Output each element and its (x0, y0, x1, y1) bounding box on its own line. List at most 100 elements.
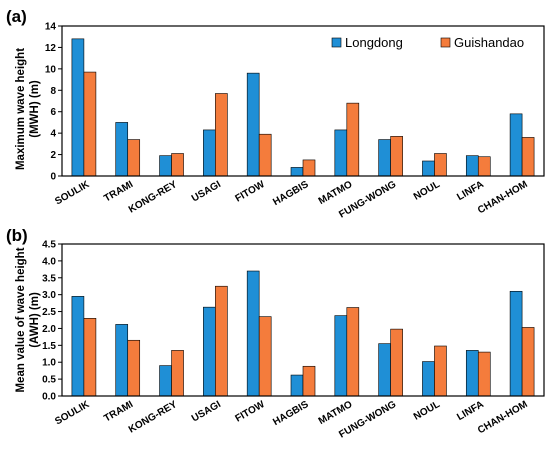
panel-a-category-label: SOULIK (53, 179, 92, 208)
panel-a-bar-guishandao-hagbis (302, 159, 316, 177)
panel-a-bar-longdong-soulik (71, 38, 85, 177)
panel-b-bar-guishandao-matmo (346, 307, 360, 397)
panel-b-bar-longdong-noul (422, 361, 435, 397)
panel-b-ytick-label: 4.5 (42, 240, 56, 251)
panel-a-ytick-label: 8 (50, 86, 56, 97)
panel-b-category-label: TRAMI (102, 399, 135, 424)
panel-a-bar-longdong-fitow (246, 72, 260, 177)
panel-b-bar-longdong-hagbis (290, 374, 304, 397)
panel-a-bar-guishandao-noul (434, 153, 447, 177)
panel-a-bar-longdong-usagi (203, 129, 216, 177)
panel-b-bar-longdong-trami (115, 324, 129, 397)
panel-b-bar-longdong-usagi (203, 306, 216, 397)
panel-a-bar-longdong-kong-rey (159, 155, 172, 177)
panel-b-bar-guishandao-noul (434, 345, 447, 397)
panel-a-ytick-label: 12 (45, 43, 57, 54)
legend-label-longdong: Longdong (345, 35, 403, 50)
legend-swatch-guishandao (440, 37, 451, 48)
panel-a-bar-guishandao-chan-hom (521, 137, 535, 177)
panel-b-chart: (b) Mean value of wave height (AWH) (m) … (6, 226, 545, 441)
panel-a-category-label: NOUL (412, 179, 442, 203)
panel-a-bar-guishandao-usagi (215, 93, 228, 177)
panel-b-plot-frame (61, 243, 545, 397)
panel-b-ytick-label: 0.5 (42, 375, 56, 386)
panel-b-ytick-label: 2.0 (42, 324, 56, 335)
panel-b-category-label: CHAN-HOM (476, 399, 530, 436)
panel-a-plot-frame (61, 25, 545, 177)
panel-b-bar-guishandao-trami (127, 339, 141, 397)
panel-b-ylabel-line2: (AWH) (m) (29, 292, 41, 348)
panel-a-chart: (a) Maximum wave height (MWH) (m) 0 2 4 6 8 1… (6, 7, 545, 221)
panel-a-category-label: LINFA (455, 179, 486, 203)
panel-a-ytick-label: 4 (50, 129, 56, 140)
panel-b-category-label: NOUL (412, 399, 442, 423)
panel-b-bar-guishandao-hagbis (302, 365, 316, 397)
panel-a-bar-longdong-trami (115, 122, 129, 177)
panel-b-ytick-label: 3.5 (42, 273, 56, 284)
panel-a-bar-longdong-chan-hom (509, 113, 523, 177)
panel-b-ytick-label: 1.0 (42, 358, 56, 369)
panel-b-bar-longdong-chan-hom (509, 290, 523, 397)
panel-a-bar-guishandao-trami (127, 139, 141, 177)
panel-a-category-label: FITOW (233, 179, 267, 205)
panel-b-label: (b) (6, 226, 28, 245)
legend-swatch-longdong (331, 37, 342, 48)
panel-b-bars (71, 270, 535, 397)
panel-a-bar-guishandao-fitow (258, 133, 272, 177)
panel-b-ytick-label: 3.0 (42, 290, 56, 301)
panel-a-category-label: KONG-REY (127, 179, 179, 216)
panel-a-ylabel-line2: (MWH) (m) (29, 80, 41, 138)
panel-a-y-ticks: 0 2 4 6 8 10 12 14 (45, 22, 62, 183)
panel-a-category-label: HAGBIS (271, 179, 310, 208)
panel-b-bar-guishandao-fung-wong (390, 328, 403, 397)
panel-a-bar-longdong-fung-wong (378, 139, 391, 177)
panel-b-y-ticks: 0.0 0.5 1.0 1.5 2.0 2.5 3.0 3.5 4.0 4.5 (42, 240, 62, 403)
panel-b-bar-longdong-kong-rey (159, 365, 172, 397)
panel-a-bar-longdong-linfa (465, 155, 479, 177)
panel-b-category-label: HAGBIS (271, 399, 310, 428)
panel-b-category-label: SOULIK (53, 399, 92, 428)
panel-b-bar-longdong-fitow (246, 270, 260, 397)
panel-a-label: (a) (6, 7, 27, 26)
panel-a-ytick-label: 14 (45, 22, 57, 33)
panel-b-category-label: FITOW (233, 399, 267, 425)
panel-b-ytick-label: 2.5 (42, 307, 56, 318)
panel-a-ytick-label: 6 (50, 107, 56, 118)
panel-b-bar-guishandao-linfa (477, 351, 491, 397)
panel-b-category-label: LINFA (455, 399, 486, 423)
panel-a-bar-longdong-noul (422, 160, 435, 177)
legend: Longdong Guishandao (331, 35, 524, 50)
panel-b-category-label: KONG-REY (127, 399, 179, 436)
panel-a-bar-longdong-hagbis (290, 167, 304, 177)
panel-b-bar-longdong-linfa (465, 350, 479, 397)
panel-b-ytick-label: 1.5 (42, 341, 56, 352)
panel-a-category-label: USAGI (190, 179, 223, 204)
panel-a-ytick-label: 2 (50, 150, 56, 161)
panel-a-ylabel-line1: Maximum wave height (15, 48, 27, 170)
panel-a-category-label: CHAN-HOM (476, 179, 530, 216)
legend-label-guishandao: Guishandao (454, 35, 524, 50)
panel-a-bar-longdong-matmo (334, 129, 348, 177)
panel-b-bar-longdong-matmo (334, 315, 348, 397)
panel-b-bar-guishandao-fitow (258, 316, 272, 397)
panel-b-bar-longdong-soulik (71, 296, 85, 397)
panel-a-bar-guishandao-soulik (83, 71, 97, 177)
panel-a-bars (71, 38, 535, 177)
panel-a-bar-guishandao-kong-rey (171, 153, 184, 177)
panel-a-bar-guishandao-matmo (346, 102, 360, 177)
panel-b-ylabel-line1: Mean value of wave height (15, 247, 27, 392)
panel-b-bar-guishandao-kong-rey (171, 350, 184, 397)
panel-a-ytick-label: 0 (50, 172, 56, 183)
panel-b-bar-guishandao-usagi (215, 285, 228, 397)
panel-a-category-label: TRAMI (102, 179, 135, 204)
panel-a-category-label: MATMO (317, 179, 355, 207)
panel-b-bar-guishandao-soulik (83, 318, 97, 397)
panel-a-bar-guishandao-fung-wong (390, 136, 403, 177)
panel-b-bar-guishandao-chan-hom (521, 327, 535, 397)
panel-a-bar-guishandao-linfa (477, 156, 491, 177)
panel-b-ytick-label: 4.0 (42, 256, 56, 267)
panel-a-ytick-label: 10 (45, 64, 57, 75)
panel-b-ytick-label: 0.0 (42, 392, 56, 403)
